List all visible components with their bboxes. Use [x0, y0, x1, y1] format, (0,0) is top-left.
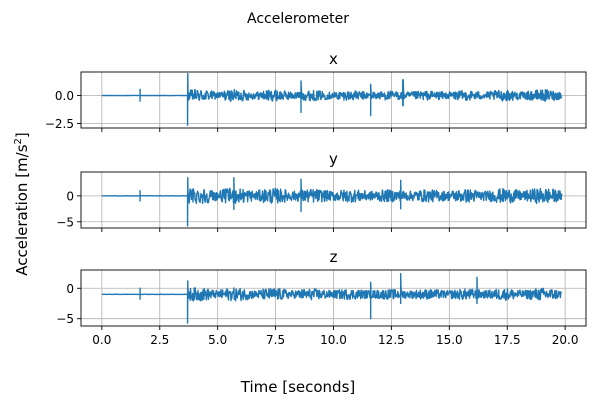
figure-title: Accelerometer	[247, 11, 349, 27]
x-tick-label: 10.0	[320, 333, 347, 347]
x-axis-label: Time [seconds]	[240, 378, 356, 396]
y-tick-label: 0.0	[55, 89, 74, 103]
series-line-y	[102, 178, 562, 226]
x-tick-label: 12.5	[378, 333, 405, 347]
y-tick-label: 0	[66, 189, 74, 203]
x-tick-label: 15.0	[436, 333, 463, 347]
subplots: 0.0 −2.5 x 0 −5 y 0.0 2.5 5.0 7.5 10.0 12.5 15.0 17.5…	[45, 50, 586, 347]
x-tick-label: 7.5	[266, 333, 285, 347]
x-tick-label: 0.0	[92, 333, 111, 347]
y-tick-label: −5	[56, 312, 74, 326]
subplot-title: y	[329, 150, 338, 168]
x-tick-label: 17.5	[494, 333, 521, 347]
y-axis-label-suffix: ]	[13, 132, 31, 138]
subplot-title: z	[330, 248, 338, 266]
subplot-title: x	[329, 50, 338, 68]
x-tick-label: 20.0	[552, 333, 579, 347]
x-tick-label: 5.0	[208, 333, 227, 347]
y-axis-label: Acceleration [m/s2]	[13, 132, 31, 276]
y-tick-label: −2.5	[45, 117, 74, 131]
y-tick-label: 0	[66, 282, 74, 296]
series-line-z	[102, 274, 562, 323]
x-tick-label: 2.5	[150, 333, 169, 347]
y-axis-label-prefix: Acceleration [m/s	[13, 144, 31, 275]
subplot-y: 0 −5 y	[56, 150, 586, 232]
subplot-x: 0.0 −2.5 x	[45, 50, 586, 132]
y-tick-label: −5	[56, 215, 74, 229]
series-line-x	[102, 74, 562, 126]
subplot-z: 0.0 2.5 5.0 7.5 10.0 12.5 15.0 17.5 20.0 0 −5 z	[56, 248, 586, 347]
